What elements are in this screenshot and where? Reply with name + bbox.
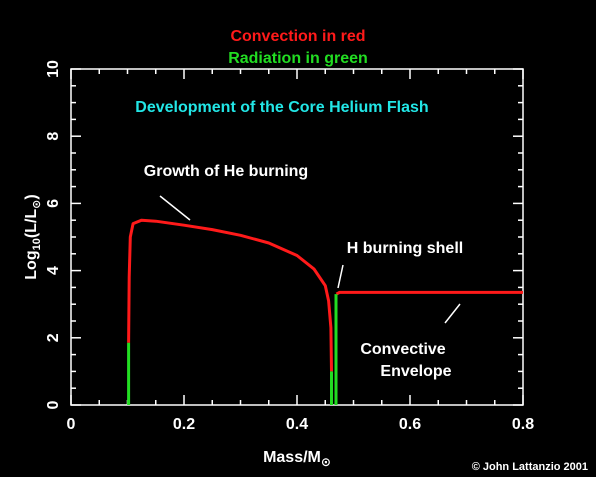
annotation-growth-pointer	[159, 195, 191, 221]
y-tick-label: 10	[45, 60, 62, 78]
x-axis-label: Mass/M⊙	[263, 449, 331, 469]
y-axis-label-sub2: ⊙	[31, 200, 43, 209]
y-axis-label-part3: )	[23, 194, 40, 199]
series-layer	[127, 218, 523, 405]
y-axis-label: Log10(L/L⊙)	[23, 194, 43, 279]
series-convection-line	[127, 218, 333, 372]
legend-convection-label: Convection in red	[230, 28, 365, 45]
x-tick-label: 0.4	[286, 416, 308, 433]
annotation-envelope-line2: Envelope	[380, 363, 451, 380]
plot-heading: Development of the Core Helium Flash	[135, 99, 428, 116]
y-tick-label: 0	[45, 400, 62, 409]
annotation-h-shell-pointer	[337, 264, 344, 289]
annotation-growth: Growth of He burning	[144, 163, 308, 180]
y-tick-label: 4	[45, 266, 62, 275]
y-axis-label-sub1: 10	[31, 238, 43, 250]
x-tick-label: 0.8	[512, 416, 534, 433]
y-axis-label-part1: Log	[23, 250, 40, 279]
y-tick-label: 6	[45, 199, 62, 208]
x-tick-label: 0.6	[399, 416, 421, 433]
x-tick-label: 0.2	[173, 416, 195, 433]
copyright: © John Lattanzio 2001	[472, 461, 588, 473]
annotation-envelope-line1: Convective	[360, 341, 445, 358]
tick-labels: 0 0.2 0.4 0.6 0.8 0 2 4 6 8 10	[45, 60, 534, 433]
legend-radiation-label: Radiation in green	[228, 50, 368, 67]
y-tick-label: 2	[45, 333, 62, 342]
y-axis-label-part2: (L/L	[23, 209, 40, 239]
x-axis-label-main: Mass/M	[263, 449, 321, 466]
x-axis-label-sub: ⊙	[321, 455, 331, 469]
series-convection-line	[335, 290, 523, 296]
annotation-envelope-pointer	[444, 303, 461, 324]
x-tick-label: 0	[67, 416, 76, 433]
annotation-h-shell: H burning shell	[347, 240, 463, 257]
axis-ticks	[70, 68, 524, 406]
y-tick-label: 8	[45, 132, 62, 141]
